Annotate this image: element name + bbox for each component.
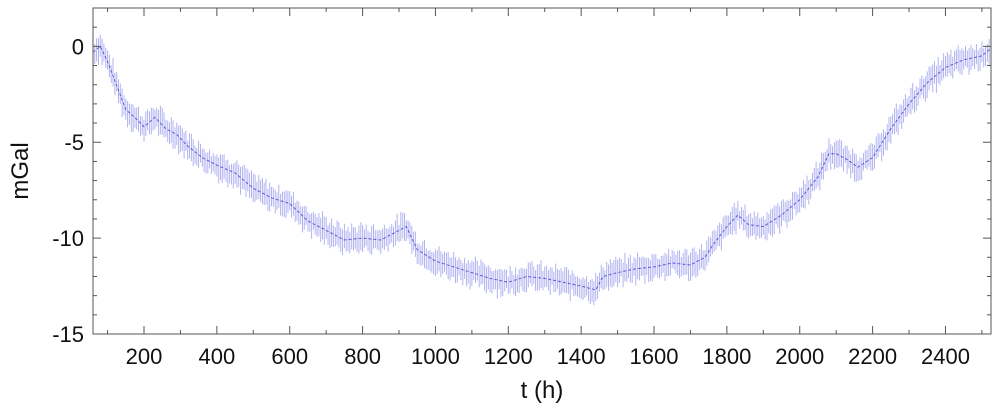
x-tick-label: 1800 xyxy=(702,344,751,369)
x-tick-label: 600 xyxy=(271,344,308,369)
x-axis: 200 400 600 800 1000 1200 1400 1600 1800 2000 2200… xyxy=(107,8,983,369)
plot-frame xyxy=(92,7,992,335)
x-tick-label: 2200 xyxy=(848,344,897,369)
y-axis: 0 -5 -10 -15 xyxy=(52,7,991,347)
y-tick-label: -5 xyxy=(64,130,84,155)
series-line-group xyxy=(92,45,992,291)
x-tick-label: 1600 xyxy=(630,344,679,369)
x-tick-label: 1000 xyxy=(411,344,460,369)
x-tick-label: 800 xyxy=(344,344,381,369)
error-bars xyxy=(92,34,992,306)
x-tick-label: 1400 xyxy=(557,344,606,369)
x-tick-label: 2000 xyxy=(775,344,824,369)
y-tick-label: -10 xyxy=(52,226,84,251)
y-tick-label: 0 xyxy=(72,34,84,59)
x-tick-label: 200 xyxy=(126,344,163,369)
x-tick-label: 2400 xyxy=(921,344,970,369)
x-tick-label: 1200 xyxy=(484,344,533,369)
y-tick-label: -15 xyxy=(52,322,84,347)
x-axis-label: t (h) xyxy=(521,377,564,404)
x-tick-label: 400 xyxy=(199,344,236,369)
series-line xyxy=(92,45,992,291)
y-axis-label: mGal xyxy=(7,142,34,199)
